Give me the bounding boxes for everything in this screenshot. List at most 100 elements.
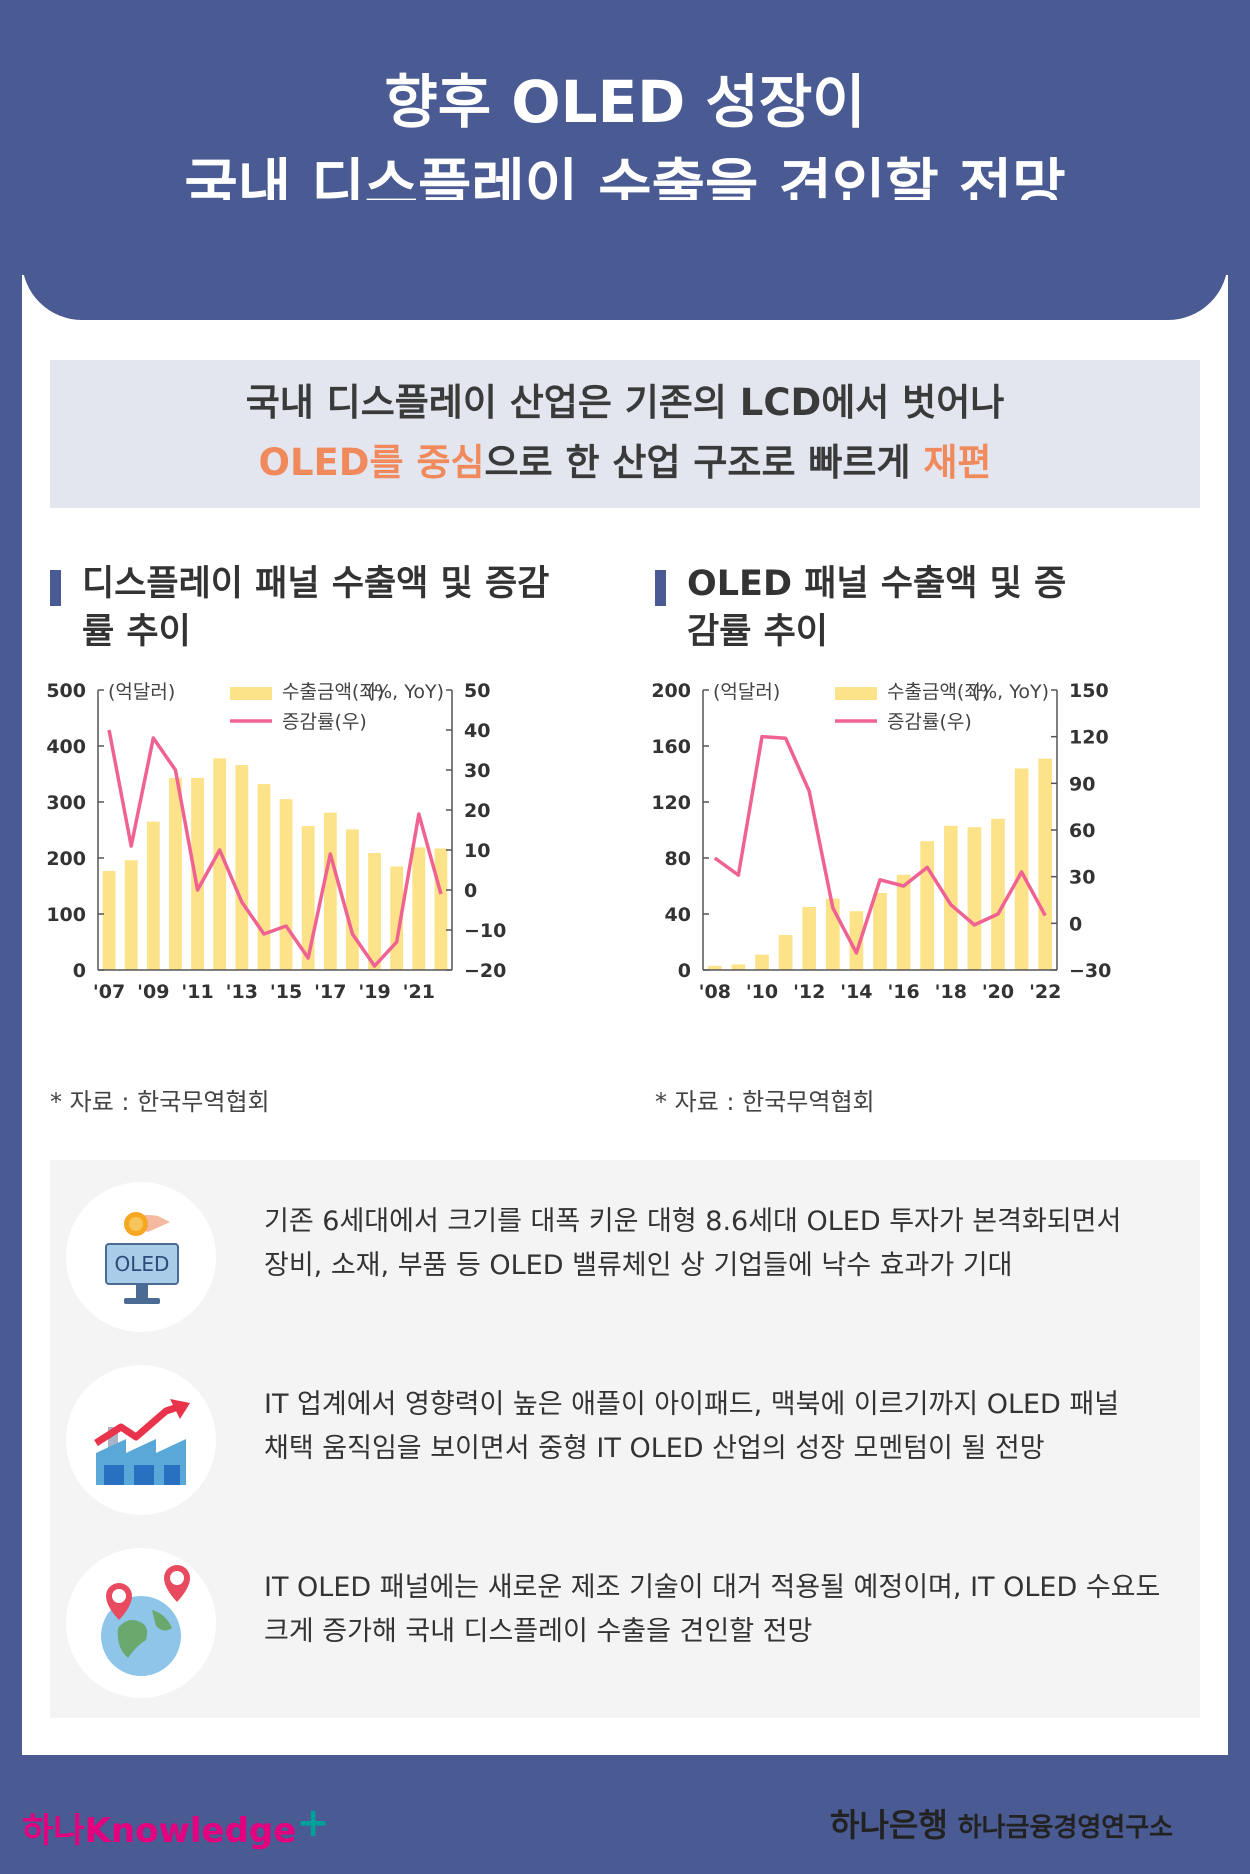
chart-bar	[896, 874, 911, 970]
chart-bar	[802, 907, 817, 970]
right-tick-label: 150	[1069, 680, 1109, 702]
x-tick-label: '15	[270, 981, 302, 1003]
point-3-line1: IT OLED 패널에는 새로운 제조 기술이 대거 적용될 예정이며, IT …	[264, 1572, 1161, 1603]
x-tick-label: '09	[137, 981, 169, 1003]
right-tick-label: 40	[464, 720, 490, 742]
chart-bar	[755, 954, 769, 970]
right-tick-label: 20	[464, 800, 490, 822]
right-unit-label: (%, YoY)	[972, 681, 1049, 703]
chart-2-source: * 자료 : 한국무역협회	[655, 1088, 875, 1116]
chart-bar	[191, 777, 204, 970]
hana-knowledge-logo: 하나Knowledge+	[22, 1800, 330, 1852]
x-tick-label: '13	[226, 981, 258, 1003]
key-points: OLED 기존 6세대에서 크기를 대폭 키운 대형 8.6세대 OLED 투자…	[50, 1160, 1200, 1718]
right-unit-label: (%, YoY)	[367, 681, 444, 703]
chart-bar	[967, 827, 982, 970]
chart-bar	[368, 852, 381, 970]
chart-1-title: 디스플레이 패널 수출액 및 증감률 추이	[50, 560, 570, 656]
chart-bar	[412, 847, 426, 970]
x-tick-label: '16	[887, 981, 919, 1003]
chart-bar	[213, 758, 227, 970]
left-tick-label: 300	[46, 792, 86, 814]
legend-bar-label: 수출금액(좌)	[282, 681, 384, 703]
chart-bar	[873, 893, 887, 970]
right-tick-label: 0	[1069, 913, 1082, 935]
x-tick-label: '18	[935, 981, 967, 1003]
chart-bar	[279, 799, 293, 970]
right-tick-label: 10	[464, 840, 490, 862]
right-tick-label: 30	[464, 760, 490, 782]
point-3-line2: 크게 증가해 국내 디스플레이 수출을 견인할 전망	[264, 1616, 813, 1647]
left-tick-label: 160	[651, 736, 691, 758]
left-tick-label: 0	[678, 960, 691, 982]
left-tick-label: 200	[651, 680, 691, 702]
chart-bar	[991, 818, 1005, 970]
growth-rate-line	[107, 729, 443, 968]
left-unit-label: (억달러)	[108, 681, 175, 703]
left-tick-label: 80	[665, 848, 691, 870]
logo-hana-text: 하나	[22, 1811, 85, 1851]
x-tick-label: '20	[982, 981, 1014, 1003]
logo-knowledge-text: Knowledge	[84, 1811, 297, 1851]
legend-bar-swatch	[230, 687, 272, 700]
point-2-line2: 채택 움직임을 보이면서 중형 IT OLED 산업의 성장 모멘텀이 될 전망	[264, 1433, 1045, 1464]
left-tick-label: 40	[665, 904, 691, 926]
point-1-line1: 기존 6세대에서 크기를 대폭 키운 대형 8.6세대 OLED 투자가 본격화…	[264, 1206, 1122, 1237]
factory-growth-icon	[94, 1399, 190, 1485]
chart-bar	[778, 935, 793, 970]
x-tick-label: '14	[840, 981, 872, 1003]
chart-bar	[1038, 758, 1053, 970]
summary-line2: OLED를 중심으로 한 산업 구조로 빠르게 재편	[50, 433, 1200, 493]
right-tick-label: 50	[464, 680, 490, 702]
legend-line-label: 증감률(우)	[282, 711, 367, 733]
chart-1-source: * 자료 : 한국무역협회	[50, 1088, 270, 1116]
chart-bar	[235, 765, 249, 970]
chart-bar	[102, 870, 116, 970]
oled-icon-label: OLED	[115, 1252, 170, 1276]
logo-institute-text: 하나금융경영연구소	[957, 1813, 1174, 1843]
chart-bar	[146, 821, 160, 970]
right-tick-label: 0	[464, 880, 477, 902]
left-unit-label: (억달러)	[713, 681, 780, 703]
x-tick-label: '10	[746, 981, 778, 1003]
logo-plus: +	[296, 1800, 330, 1846]
right-tick-label: 90	[1069, 773, 1095, 795]
x-tick-label: '19	[358, 981, 390, 1003]
chart-bar	[707, 965, 722, 970]
summary-box: 국내 디스플레이 산업은 기존의 LCD에서 벗어나 OLED를 중심으로 한 …	[50, 360, 1200, 508]
chart-bar	[731, 964, 746, 970]
right-tick-label: −30	[1069, 960, 1111, 982]
x-tick-label: '17	[314, 981, 346, 1003]
chart-bar	[346, 829, 359, 970]
chart-bar	[124, 860, 138, 970]
right-tick-label: 60	[1069, 820, 1095, 842]
chart-display-panel: 0 100 200 300 400 500 −20 −10 0 10 20 30 40 50 '07 '09 '…	[46, 680, 506, 1003]
legend-line-label: 증감률(우)	[887, 711, 972, 733]
chart-bar	[323, 812, 337, 970]
oled-investment-icon: OLED	[105, 1212, 179, 1304]
hana-bank-logo: 하나은행 하나금융경영연구소	[830, 1800, 1173, 1846]
summary-accent-restructure: 재편	[923, 441, 992, 484]
logo-bank-text: 하나은행	[830, 1806, 948, 1844]
chart-bar	[257, 784, 271, 970]
legend-bar-swatch	[835, 687, 877, 700]
chart-bar	[169, 777, 182, 970]
point-1-line2: 장비, 소재, 부품 등 OLED 밸류체인 상 기업들에 낙수 효과가 기대	[264, 1250, 1013, 1281]
page-title-line1: 향후 OLED 성장이	[384, 68, 866, 136]
chart-bar	[1014, 768, 1029, 970]
summary-line1: 국내 디스플레이 산업은 기존의 LCD에서 벗어나	[245, 381, 1005, 424]
right-tick-label: 30	[1069, 867, 1095, 889]
chart-bar	[301, 826, 315, 970]
left-tick-label: 400	[46, 736, 86, 758]
left-tick-label: 200	[46, 848, 86, 870]
chart-bar	[849, 911, 864, 970]
left-tick-label: 0	[73, 960, 86, 982]
left-tick-label: 500	[46, 680, 86, 702]
left-tick-label: 120	[651, 792, 691, 814]
legend-bar-label: 수출금액(좌)	[887, 681, 989, 703]
right-tick-label: 120	[1069, 727, 1109, 749]
x-tick-label: '12	[793, 981, 825, 1003]
point-item: IT OLED 패널에는 새로운 제조 기술이 대거 적용될 예정이며, IT …	[50, 1538, 1200, 1708]
header-arc	[22, 200, 1228, 320]
globe-pin-icon	[101, 1565, 190, 1676]
